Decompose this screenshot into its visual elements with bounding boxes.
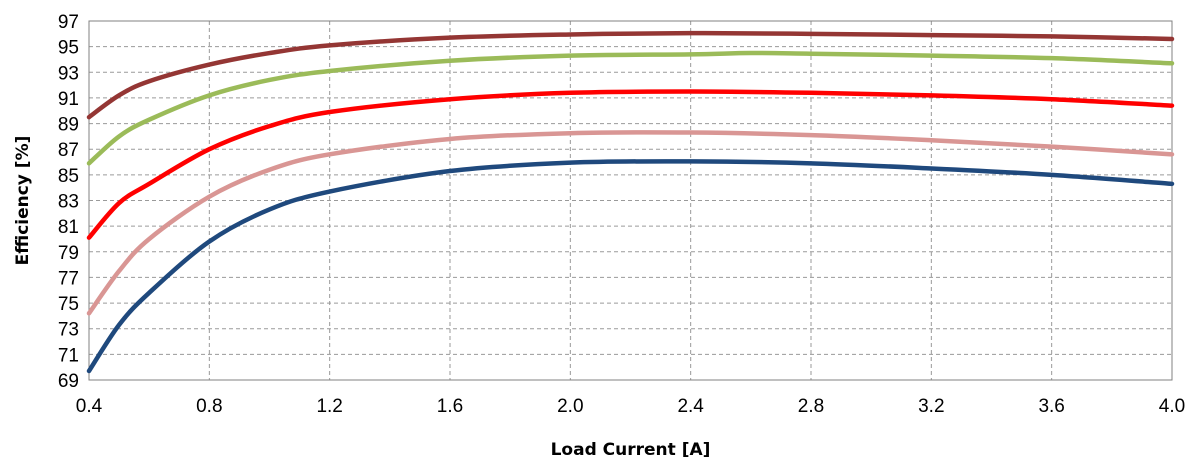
x-tick-label: 0.4 xyxy=(76,396,103,417)
series-line-5 xyxy=(86,159,1175,374)
y-tick-label: 83 xyxy=(58,192,79,213)
y-axis-title: Efficiency [%] xyxy=(13,136,33,266)
x-tick-label: 4.0 xyxy=(1159,396,1185,417)
series-group xyxy=(86,30,1175,374)
y-tick-label: 93 xyxy=(58,63,79,84)
x-axis-ticks: 0.4 0.8 1.2 1.6 2.0 2.4 2.8 3.2 3.6 4.0 xyxy=(76,396,1185,417)
y-tick-label: 73 xyxy=(58,320,79,341)
series-line-2 xyxy=(86,50,1175,166)
y-tick-label: 89 xyxy=(58,115,79,136)
plot-area-border xyxy=(88,20,1173,381)
y-tick-label: 81 xyxy=(58,217,79,238)
x-tick-label: 2.4 xyxy=(677,396,704,417)
series-line-4 xyxy=(86,130,1175,316)
grid xyxy=(89,21,1172,380)
y-tick-label: 87 xyxy=(58,140,79,161)
y-tick-label: 85 xyxy=(58,166,79,187)
y-tick-label: 79 xyxy=(58,243,79,264)
y-tick-label: 95 xyxy=(58,38,79,59)
y-axis-ticks: 69 71 73 75 77 79 81 83 85 87 89 91 93 95 97 xyxy=(58,12,79,392)
x-tick-label: 2.0 xyxy=(557,396,583,417)
y-tick-label: 75 xyxy=(58,294,79,315)
x-tick-label: 3.2 xyxy=(918,396,944,417)
x-tick-label: 0.8 xyxy=(196,396,222,417)
x-tick-label: 2.8 xyxy=(798,396,824,417)
x-axis-title: Load Current [A] xyxy=(551,440,711,460)
x-tick-label: 1.6 xyxy=(437,396,463,417)
y-tick-label: 77 xyxy=(58,268,79,289)
y-tick-label: 91 xyxy=(58,89,79,110)
x-tick-label: 3.6 xyxy=(1038,396,1064,417)
x-tick-label: 1.2 xyxy=(316,396,342,417)
y-tick-label: 69 xyxy=(58,371,79,392)
y-tick-label: 71 xyxy=(58,345,79,366)
y-tick-label: 97 xyxy=(58,12,79,33)
series-line-1 xyxy=(86,30,1175,120)
series-line-3 xyxy=(86,89,1175,240)
